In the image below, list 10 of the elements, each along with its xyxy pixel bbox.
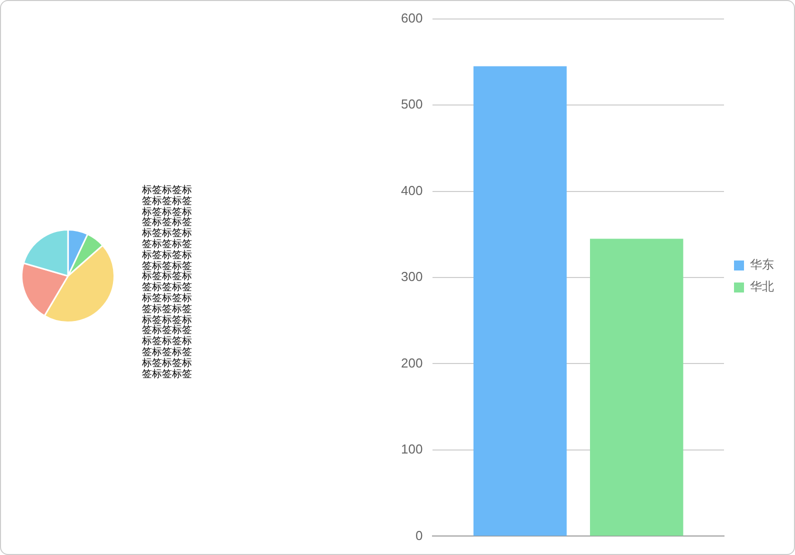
y-tick-label: 300 xyxy=(400,269,423,284)
legend-label: 华东 xyxy=(750,258,774,272)
legend-label: 华北 xyxy=(750,280,774,294)
y-tick-label: 0 xyxy=(415,528,423,543)
y-tick-label: 400 xyxy=(400,182,423,198)
text: 标签标签标签标签标签标签标签标签标签标签标签标签标签标签标签标签标签标签标签标签标签标签标签标签标签标签标签标签标签标签标签标签标签标签标签标签标签标签标签标签标签标签标签标签标签 xyxy=(142,185,192,380)
y-tick-label: 600 xyxy=(400,10,423,26)
y-tick-label: 100 xyxy=(400,442,423,457)
y-tick-label: 500 xyxy=(400,96,423,112)
y-tick-label: 200 xyxy=(400,355,423,370)
